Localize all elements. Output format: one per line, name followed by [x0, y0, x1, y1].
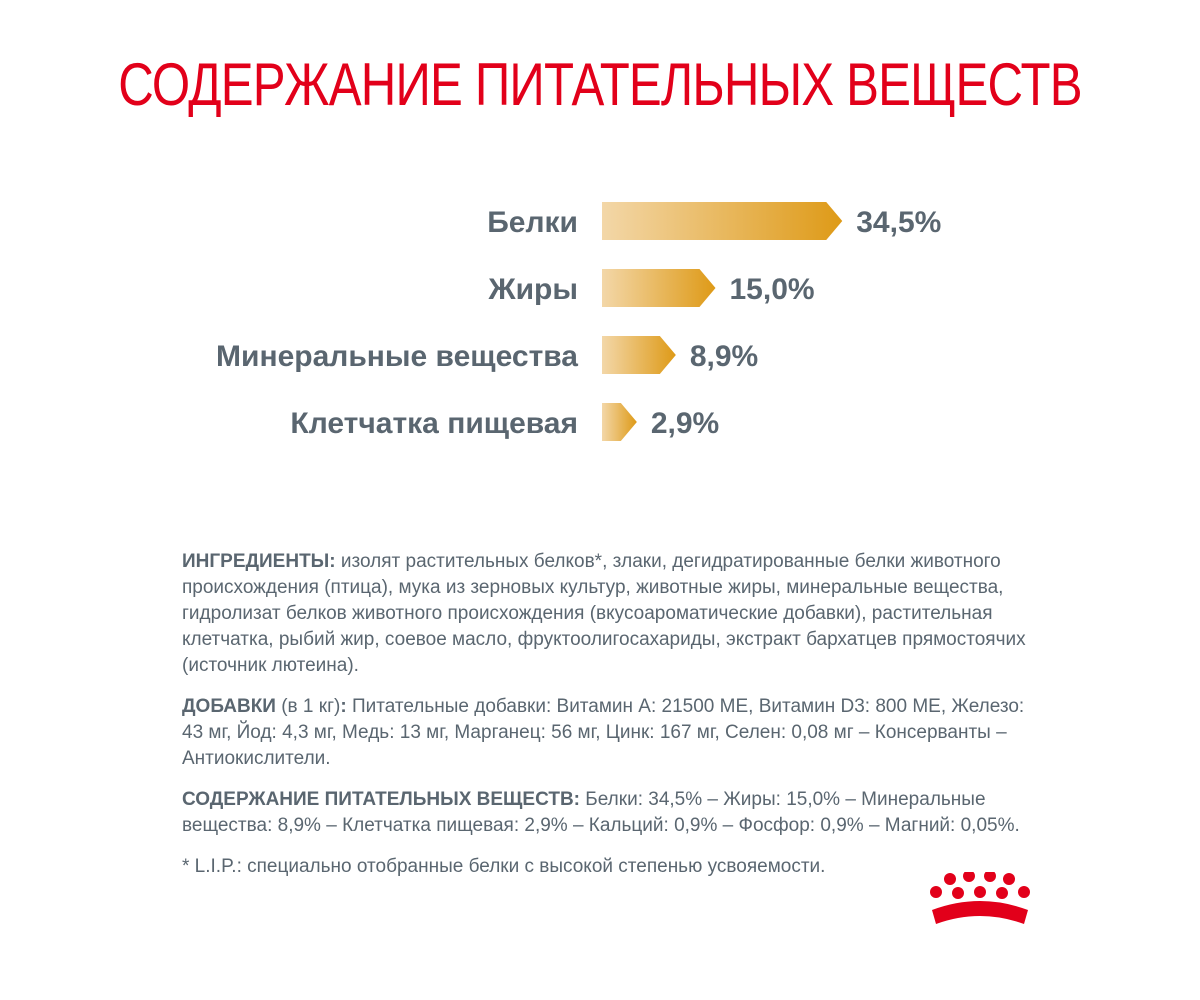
additives-paragraph: ДОБАВКИ (в 1 кг): Питательные добавки: В… — [182, 694, 1042, 772]
additives-heading: ДОБАВКИ — [182, 696, 276, 717]
nutrients-heading: СОДЕРЖАНИЕ ПИТАТЕЛЬНЫХ ВЕЩЕСТВ: — [182, 789, 580, 810]
royal-crown-icon — [930, 872, 1030, 924]
product-info: ИНГРЕДИЕНТЫ: изолят растительных белков*… — [182, 549, 1042, 895]
footnote: * L.I.P.: специально отобранные белки с … — [182, 856, 826, 877]
bar — [602, 269, 716, 307]
ingredients-text: изолят растительных белков*, злаки, деги… — [182, 551, 1026, 676]
ingredients-heading: ИНГРЕДИЕНТЫ: — [182, 551, 336, 572]
bar — [602, 202, 843, 240]
value-label: 34,5% — [856, 206, 941, 239]
ingredients-paragraph: ИНГРЕДИЕНТЫ: изолят растительных белков*… — [182, 549, 1042, 679]
additives-qualifier: (в 1 кг) — [275, 696, 341, 717]
bar — [602, 336, 676, 374]
nutrients-paragraph: СОДЕРЖАНИЕ ПИТАТЕЛЬНЫХ ВЕЩЕСТВ: Белки: 3… — [182, 787, 1042, 839]
value-label: 2,9% — [651, 407, 719, 440]
additives-text: Питательные добавки: Витамин А: 21500 МЕ… — [182, 696, 1025, 769]
nutrient-bar-chart: Белки 34,5% Жиры 15,0% Минеральные вещества 8… — [216, 202, 941, 441]
category-label: Белки — [487, 206, 578, 239]
value-label: 8,9% — [690, 340, 758, 373]
nutrients-text: Белки: 34,5% – Жиры: 15,0% – Минеральные… — [182, 789, 1020, 836]
category-label: Минеральные вещества — [216, 340, 578, 373]
additives-colon: : — [340, 696, 347, 717]
bar — [602, 403, 637, 441]
value-label: 15,0% — [730, 273, 815, 306]
page-title: СОДЕРЖАНИЕ ПИТАТЕЛЬНЫХ ВЕЩЕСТВ — [118, 51, 1082, 118]
category-label: Клетчатка пищевая — [290, 407, 578, 440]
category-label: Жиры — [487, 273, 578, 306]
